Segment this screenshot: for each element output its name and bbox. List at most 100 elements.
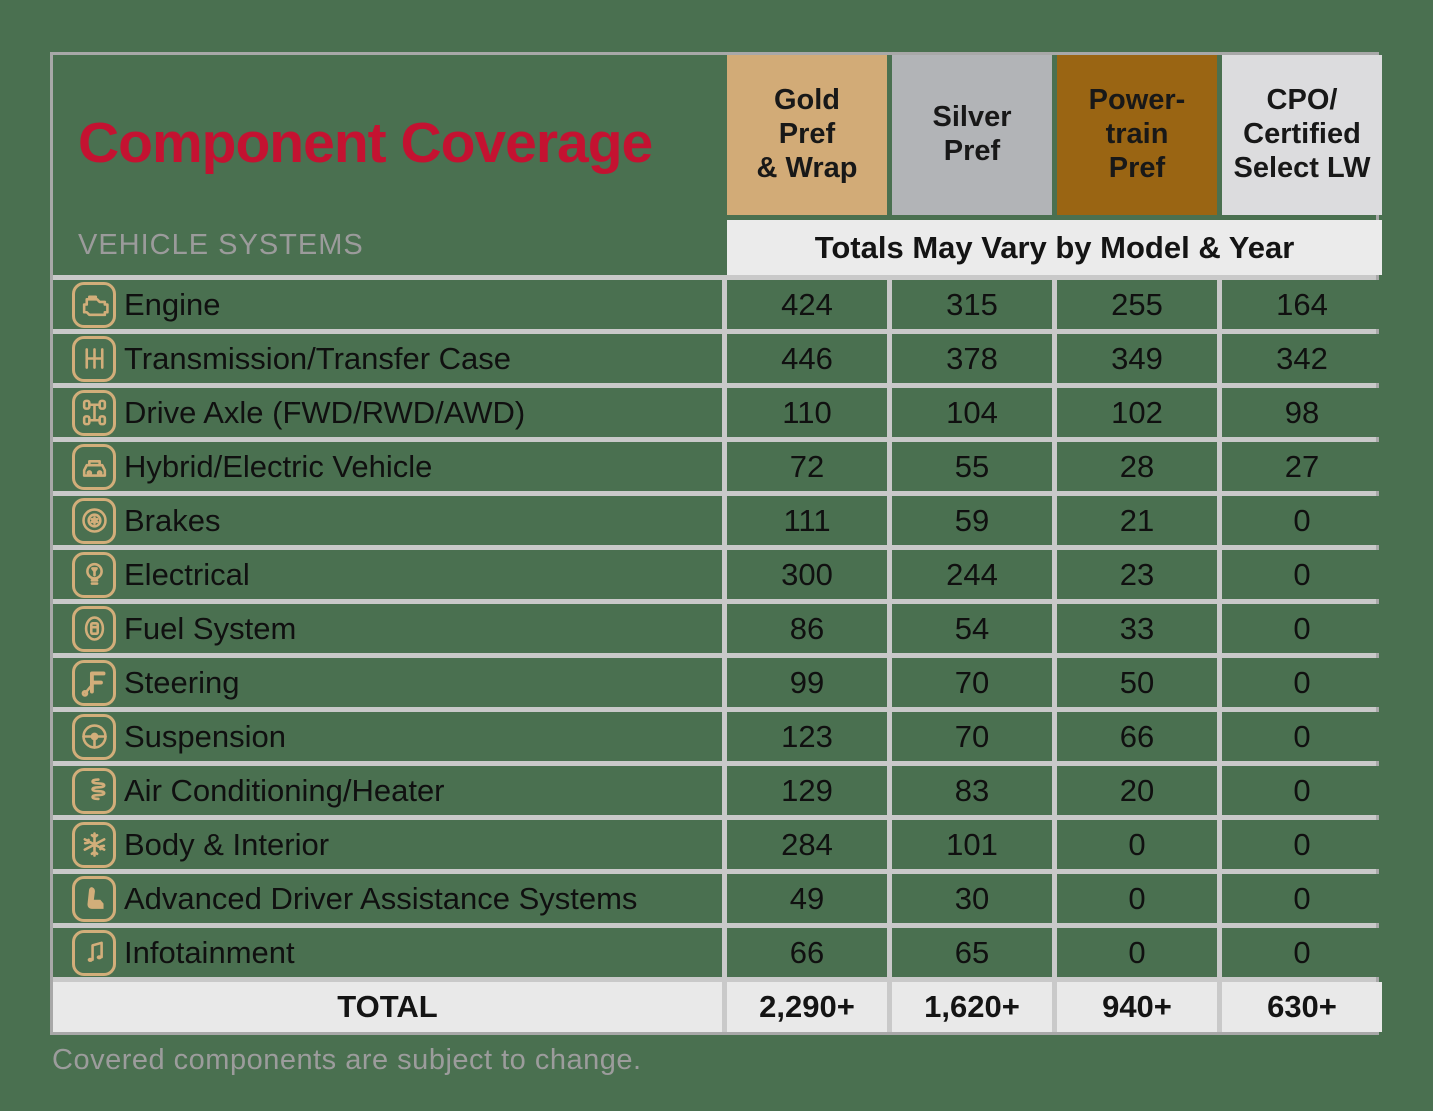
- cell-value: 110: [727, 388, 887, 437]
- cell-value: 164: [1222, 280, 1382, 329]
- table-row-label-cell: Drive Axle (FWD/RWD/AWD): [53, 388, 722, 437]
- row-label: Brakes: [124, 502, 221, 538]
- cell-value: 20: [1057, 766, 1217, 815]
- cell-value: 23: [1057, 550, 1217, 599]
- total-value-gold: 2,290+: [727, 982, 887, 1032]
- lightbulb-icon: [72, 551, 116, 598]
- cell-value: 66: [727, 928, 887, 977]
- coil-spring-icon: [72, 767, 116, 814]
- cell-value: 123: [727, 712, 887, 761]
- fuel-pump-icon: [72, 605, 116, 652]
- cell-value: 111: [727, 496, 887, 545]
- cell-value: 300: [727, 550, 887, 599]
- cell-value: 284: [727, 820, 887, 869]
- cell-value: 0: [1222, 496, 1382, 545]
- cell-value: 55: [892, 442, 1052, 491]
- total-value-cpo: 630+: [1222, 982, 1382, 1032]
- table-row-label-cell: Fuel System: [53, 604, 722, 653]
- page-title: Component Coverage: [78, 111, 653, 175]
- cell-value: 70: [892, 658, 1052, 707]
- drivetrain-icon: [72, 389, 116, 436]
- header-left-area: Component Coverage VEHICLE SYSTEMS: [53, 55, 722, 275]
- table-row-label-cell: Suspension: [53, 712, 722, 761]
- row-label: Drive Axle (FWD/RWD/AWD): [124, 394, 526, 430]
- row-label: Suspension: [124, 718, 287, 754]
- snowflake-icon: [72, 821, 116, 868]
- row-label: Air Conditioning/Heater: [124, 772, 445, 808]
- cell-value: 98: [1222, 388, 1382, 437]
- cell-value: 0: [1222, 766, 1382, 815]
- component-coverage-table: Component Coverage VEHICLE SYSTEMS Gold …: [50, 52, 1382, 1035]
- total-row: TOTAL 2,290+ 1,620+ 940+ 630+: [53, 977, 1382, 1032]
- row-label: Infotainment: [124, 934, 295, 970]
- cell-value: 21: [1057, 496, 1217, 545]
- cell-value: 342: [1222, 334, 1382, 383]
- cell-value: 72: [727, 442, 887, 491]
- cell-value: 70: [892, 712, 1052, 761]
- vehicle-systems-label: VEHICLE SYSTEMS: [78, 229, 364, 261]
- totals-vary-note: Totals May Vary by Model & Year: [727, 220, 1382, 275]
- row-label: Electrical: [124, 556, 250, 592]
- table-row-label-cell: Air Conditioning/Heater: [53, 766, 722, 815]
- cell-value: 244: [892, 550, 1052, 599]
- row-label: Engine: [124, 286, 221, 322]
- column-header-silver-pref: Silver Pref: [892, 55, 1052, 215]
- cell-value: 0: [1222, 712, 1382, 761]
- cell-value: 0: [1057, 874, 1217, 923]
- row-label: Advanced Driver Assistance Systems: [124, 880, 638, 916]
- cell-value: 65: [892, 928, 1052, 977]
- table-body: Engine 424 315 255 164 Transmission/Tran…: [53, 275, 1382, 977]
- cell-value: 424: [727, 280, 887, 329]
- row-label: Body & Interior: [124, 826, 330, 862]
- row-label: Fuel System: [124, 610, 297, 646]
- table-row-label-cell: Electrical: [53, 550, 722, 599]
- cell-value: 83: [892, 766, 1052, 815]
- table-row-label-cell: Brakes: [53, 496, 722, 545]
- cell-value: 0: [1222, 604, 1382, 653]
- engine-icon: [72, 281, 116, 328]
- cell-value: 0: [1057, 820, 1217, 869]
- row-label: Transmission/Transfer Case: [124, 340, 512, 376]
- steering-wheel-icon: [72, 713, 116, 760]
- row-label: Steering: [124, 664, 240, 700]
- cell-value: 255: [1057, 280, 1217, 329]
- cell-value: 49: [727, 874, 887, 923]
- table-row-label-cell: Infotainment: [53, 928, 722, 977]
- row-label: Hybrid/Electric Vehicle: [124, 448, 433, 484]
- column-header-gold-pref-wrap: Gold Pref & Wrap: [727, 55, 887, 215]
- cell-value: 0: [1222, 658, 1382, 707]
- cell-value: 54: [892, 604, 1052, 653]
- cell-value: 27: [1222, 442, 1382, 491]
- cell-value: 86: [727, 604, 887, 653]
- table-row-label-cell: Body & Interior: [53, 820, 722, 869]
- hybrid-car-icon: [72, 443, 116, 490]
- total-value-silver: 1,620+: [892, 982, 1052, 1032]
- cell-value: 104: [892, 388, 1052, 437]
- cell-value: 50: [1057, 658, 1217, 707]
- cell-value: 0: [1222, 550, 1382, 599]
- cell-value: 0: [1222, 928, 1382, 977]
- table-row-label-cell: Hybrid/Electric Vehicle: [53, 442, 722, 491]
- gear-shifter-icon: [72, 335, 116, 382]
- cell-value: 446: [727, 334, 887, 383]
- brake-disc-icon: [72, 497, 116, 544]
- table-row-label-cell: Engine: [53, 280, 722, 329]
- column-header-cpo-certified-select: CPO/ Certified Select LW: [1222, 55, 1382, 215]
- table-row-label-cell: Advanced Driver Assistance Systems: [53, 874, 722, 923]
- footnote: Covered components are subject to change…: [52, 1044, 642, 1076]
- total-value-powertrain: 940+: [1057, 982, 1217, 1032]
- cell-value: 33: [1057, 604, 1217, 653]
- cell-value: 102: [1057, 388, 1217, 437]
- cell-value: 0: [1057, 928, 1217, 977]
- table-header: Component Coverage VEHICLE SYSTEMS Gold …: [53, 55, 1382, 275]
- table-row-label-cell: Transmission/Transfer Case: [53, 334, 722, 383]
- cell-value: 59: [892, 496, 1052, 545]
- cell-value: 129: [727, 766, 887, 815]
- cell-value: 378: [892, 334, 1052, 383]
- table-row-label-cell: Steering: [53, 658, 722, 707]
- cell-value: 28: [1057, 442, 1217, 491]
- wrench-f-icon: [72, 659, 116, 706]
- column-header-powertrain-pref: Power- train Pref: [1057, 55, 1217, 215]
- cell-value: 30: [892, 874, 1052, 923]
- total-label: TOTAL: [53, 982, 722, 1032]
